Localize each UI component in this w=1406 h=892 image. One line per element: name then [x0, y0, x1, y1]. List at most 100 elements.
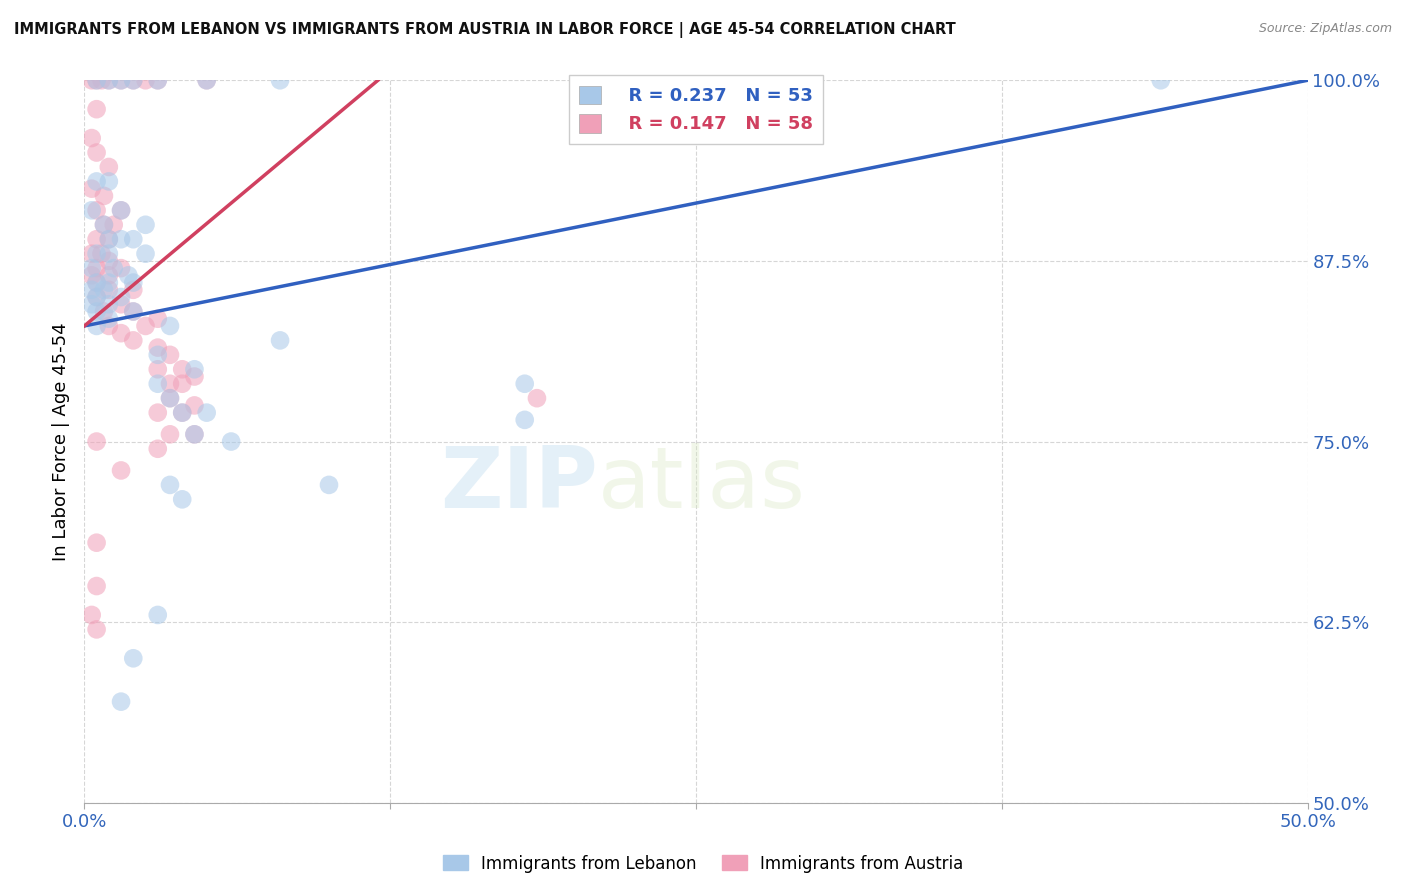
Point — [110, 290, 132, 304]
Point — [122, 651, 145, 665]
Point — [97, 232, 120, 246]
Point — [80, 246, 103, 260]
Point — [122, 334, 145, 348]
Point — [183, 362, 205, 376]
Point — [146, 73, 169, 87]
Point — [97, 73, 120, 87]
Point — [195, 73, 218, 87]
Legend:   R = 0.237   N = 53,   R = 0.147   N = 58: R = 0.237 N = 53, R = 0.147 N = 58 — [568, 75, 824, 145]
Legend: Immigrants from Lebanon, Immigrants from Austria: Immigrants from Lebanon, Immigrants from… — [436, 848, 970, 880]
Point — [135, 318, 157, 333]
Point — [269, 334, 291, 348]
Point — [93, 218, 115, 232]
Point — [86, 73, 108, 87]
Point — [110, 297, 132, 311]
Point — [159, 376, 181, 391]
Point — [183, 369, 205, 384]
Point — [117, 268, 139, 283]
Point — [97, 297, 120, 311]
Point — [97, 311, 120, 326]
Point — [103, 218, 125, 232]
Point — [195, 73, 218, 87]
Point — [80, 297, 103, 311]
Point — [172, 492, 194, 507]
Point — [110, 326, 132, 341]
Point — [146, 348, 169, 362]
Point — [172, 406, 194, 420]
Point — [110, 695, 132, 709]
Point — [86, 434, 108, 449]
Point — [97, 318, 120, 333]
Point — [122, 73, 145, 87]
Point — [183, 398, 205, 412]
Point — [110, 463, 132, 477]
Point — [80, 181, 103, 195]
Point — [80, 268, 103, 283]
Point — [318, 478, 340, 492]
Point — [86, 276, 108, 290]
Point — [146, 442, 169, 456]
Point — [135, 218, 157, 232]
Point — [86, 290, 108, 304]
Point — [159, 318, 181, 333]
Point — [97, 246, 120, 260]
Point — [86, 318, 108, 333]
Point — [80, 131, 103, 145]
Point — [146, 341, 169, 355]
Point — [86, 623, 108, 637]
Point — [93, 283, 115, 297]
Point — [97, 283, 120, 297]
Point — [90, 246, 112, 260]
Point — [90, 73, 112, 87]
Point — [86, 290, 108, 304]
Point — [86, 203, 108, 218]
Point — [110, 261, 132, 276]
Point — [110, 73, 132, 87]
Point — [135, 73, 157, 87]
Point — [97, 254, 120, 268]
Point — [97, 276, 120, 290]
Text: ZIP: ZIP — [440, 443, 598, 526]
Point — [86, 145, 108, 160]
Point — [93, 189, 115, 203]
Point — [97, 160, 120, 174]
Point — [80, 283, 103, 297]
Point — [172, 362, 194, 376]
Point — [159, 478, 181, 492]
Point — [172, 406, 194, 420]
Point — [135, 246, 157, 260]
Point — [86, 174, 108, 188]
Point — [110, 203, 132, 218]
Point — [86, 261, 108, 276]
Point — [172, 376, 194, 391]
Point — [80, 73, 103, 87]
Point — [122, 304, 145, 318]
Point — [146, 406, 169, 420]
Point — [110, 232, 132, 246]
Point — [110, 73, 132, 87]
Point — [86, 535, 108, 549]
Point — [159, 391, 181, 405]
Point — [86, 304, 108, 318]
Point — [122, 276, 145, 290]
Point — [159, 391, 181, 405]
Point — [183, 427, 205, 442]
Point — [97, 73, 120, 87]
Point — [146, 376, 169, 391]
Point — [122, 283, 145, 297]
Point — [183, 427, 205, 442]
Point — [513, 413, 536, 427]
Point — [80, 261, 103, 276]
Text: IMMIGRANTS FROM LEBANON VS IMMIGRANTS FROM AUSTRIA IN LABOR FORCE | AGE 45-54 CO: IMMIGRANTS FROM LEBANON VS IMMIGRANTS FR… — [14, 22, 956, 38]
Point — [86, 246, 108, 260]
Point — [97, 232, 120, 246]
Point — [195, 406, 218, 420]
Point — [80, 607, 103, 622]
Point — [86, 232, 108, 246]
Point — [86, 276, 108, 290]
Point — [110, 203, 132, 218]
Point — [159, 348, 181, 362]
Point — [219, 434, 242, 449]
Text: Source: ZipAtlas.com: Source: ZipAtlas.com — [1258, 22, 1392, 36]
Point — [146, 73, 169, 87]
